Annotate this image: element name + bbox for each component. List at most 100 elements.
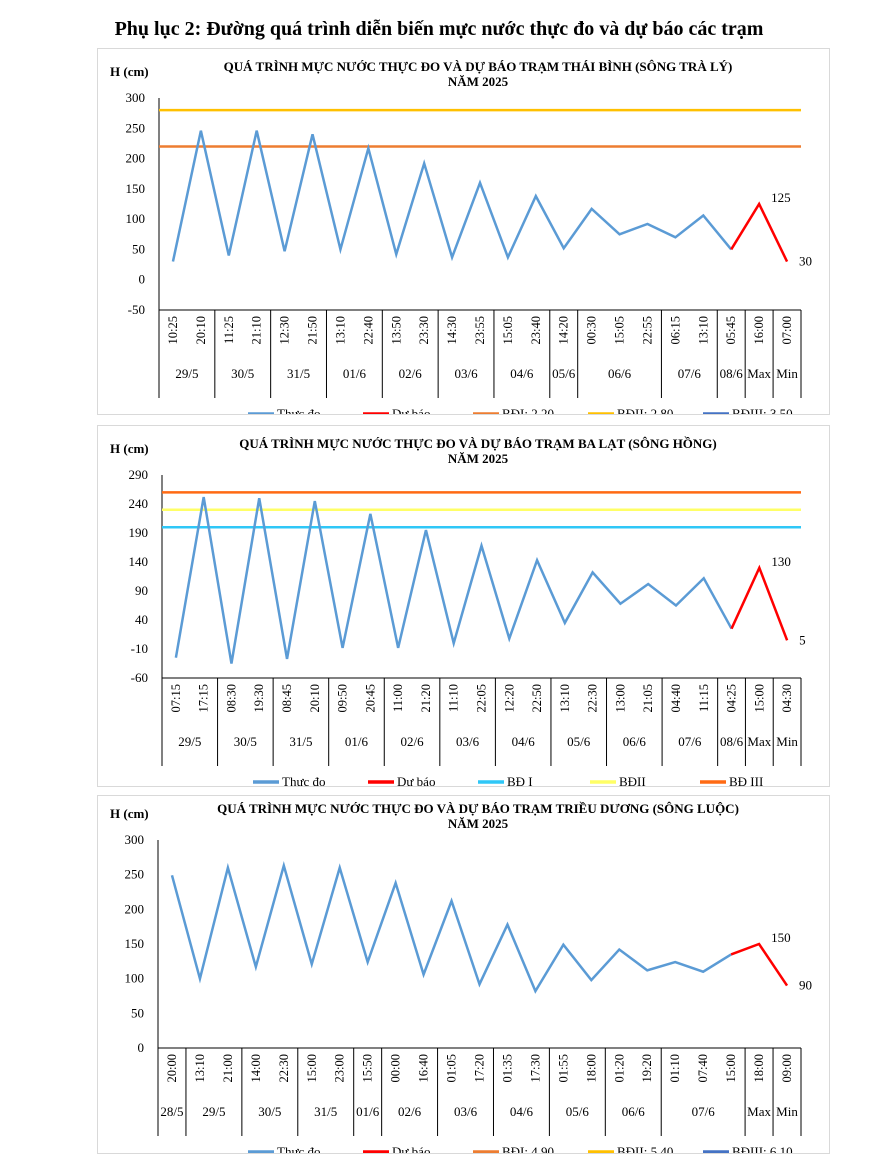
chart-svg: QUÁ TRÌNH MỰC NƯỚC THỰC ĐO VÀ DỰ BÁO TRẠ… [110, 436, 821, 798]
chart-svg: QUÁ TRÌNH MỰC NƯỚC THỰC ĐO VÀ DỰ BÁO TRẠ… [110, 801, 821, 1167]
x-tick-label: 22:40 [361, 316, 375, 344]
x-tick-label: 22:30 [277, 1054, 291, 1082]
legend-label: BĐII: 2.80 [617, 406, 673, 414]
y-tick-label: 140 [129, 554, 149, 569]
date-group-label: 31/5 [314, 1104, 337, 1119]
y-tick-label: 40 [135, 612, 148, 627]
x-tick-label: 13:10 [558, 684, 572, 712]
series-line-measured [174, 496, 733, 664]
x-tick-label: 21:05 [641, 684, 655, 712]
legend-label: Thực đo [277, 1144, 321, 1153]
data-label-min: 5 [799, 632, 806, 647]
chart-title-year: NĂM 2025 [448, 74, 509, 89]
date-group-label: 07/6 [678, 734, 702, 749]
x-tick-label: 20:00 [165, 1054, 179, 1082]
chart-title-year: NĂM 2025 [448, 451, 509, 466]
date-group-label: 30/5 [258, 1104, 281, 1119]
chart-title: QUÁ TRÌNH MỰC NƯỚC THỰC ĐO VÀ DỰ BÁO TRẠ… [239, 436, 717, 451]
x-tick-label: 21:10 [250, 316, 264, 344]
x-tick-label: 09:00 [780, 1054, 794, 1082]
x-tick-label: 20:10 [194, 316, 208, 344]
date-group-label: 30/5 [234, 734, 257, 749]
chart-svg: QUÁ TRÌNH MỰC NƯỚC THỰC ĐO VÀ DỰ BÁO TRẠ… [110, 59, 821, 430]
x-tick-label: 05:45 [724, 316, 738, 344]
legend-label: BĐ I [507, 774, 533, 786]
y-tick-label: 50 [131, 1005, 144, 1020]
date-group-label: 07/6 [678, 366, 702, 381]
data-label-max: 125 [771, 190, 791, 205]
date-group-label: 03/6 [456, 734, 480, 749]
y-axis-label: H (cm) [110, 806, 149, 821]
x-tick-label: 19:30 [252, 684, 266, 712]
x-tick-label: 01:55 [556, 1054, 570, 1082]
y-tick-label: 0 [139, 272, 146, 287]
y-tick-label: 300 [126, 90, 146, 105]
x-tick-label: 14:00 [249, 1054, 263, 1082]
x-tick-label: 07:15 [169, 684, 183, 712]
x-tick-label: 22:50 [530, 684, 544, 712]
x-tick-label: 15:05 [501, 316, 515, 344]
x-tick-label: 01:05 [445, 1054, 459, 1082]
x-tick-label: 00:00 [389, 1054, 403, 1082]
x-tick-label: 12:30 [278, 316, 292, 344]
series-line-measured [170, 861, 732, 994]
date-group-label: 03/6 [454, 366, 478, 381]
date-group-label: Max [747, 366, 771, 381]
legend-label: Thực đo [282, 774, 326, 786]
date-group-label: Min [776, 366, 798, 381]
date-group-label: 06/6 [608, 366, 632, 381]
x-tick-label: 14:20 [557, 316, 571, 344]
y-axis-label: H (cm) [110, 441, 149, 456]
x-tick-label: 13:00 [613, 684, 627, 712]
x-tick-label: 20:45 [363, 684, 377, 712]
legend-label: BĐ III [729, 774, 763, 786]
x-tick-label: 01:35 [500, 1054, 514, 1082]
date-group-label: 01/6 [356, 1104, 380, 1119]
x-tick-label: 21:20 [419, 684, 433, 712]
date-group-label: 31/5 [289, 734, 312, 749]
date-group-label: Max [747, 1104, 771, 1119]
chart-thai-binh: QUÁ TRÌNH MỰC NƯỚC THỰC ĐO VÀ DỰ BÁO TRẠ… [97, 48, 830, 430]
y-tick-label: 190 [129, 525, 149, 540]
x-tick-label: 08:30 [224, 684, 238, 712]
date-group-label: 02/6 [400, 734, 424, 749]
x-tick-label: 04:25 [725, 684, 739, 712]
x-tick-label: 11:25 [222, 316, 236, 344]
y-tick-label: 100 [126, 211, 146, 226]
data-label-min: 90 [799, 978, 812, 993]
date-group-label: Min [776, 1104, 798, 1119]
date-group-label: 01/6 [345, 734, 369, 749]
date-group-label: 03/6 [454, 1104, 478, 1119]
legend-label: BĐIII: 6.10 [732, 1144, 793, 1153]
date-group-label: 08/6 [720, 734, 744, 749]
x-tick-label: 14:30 [445, 316, 459, 344]
date-group-label: 30/5 [231, 366, 254, 381]
legend-label: Dự báo [392, 1144, 430, 1153]
x-tick-label: 16:00 [752, 316, 766, 344]
x-tick-label: 13:10 [696, 316, 710, 344]
date-group-label: 04/6 [510, 1104, 534, 1119]
date-group-label: Min [776, 734, 798, 749]
x-tick-label: 13:10 [333, 316, 347, 344]
x-tick-label: 22:30 [586, 684, 600, 712]
y-tick-label: 300 [125, 832, 145, 847]
y-tick-label: 0 [138, 1040, 145, 1055]
chart-title: QUÁ TRÌNH MỰC NƯỚC THỰC ĐO VÀ DỰ BÁO TRẠ… [224, 59, 733, 74]
date-group-label: Max [747, 734, 771, 749]
data-label-max: 130 [771, 554, 791, 569]
x-tick-label: 15:00 [752, 684, 766, 712]
x-tick-label: 23:00 [333, 1054, 347, 1082]
date-group-label: 04/6 [512, 734, 536, 749]
legend-label: Dự báo [392, 406, 430, 414]
x-tick-label: 04:40 [669, 684, 683, 712]
date-group-label: 05/6 [566, 1104, 590, 1119]
data-label-min: 30 [799, 254, 812, 269]
date-group-label: 06/6 [622, 1104, 646, 1119]
date-group-label: 29/5 [202, 1104, 225, 1119]
x-tick-label: 18:00 [752, 1054, 766, 1082]
y-tick-label: 250 [125, 867, 145, 882]
x-tick-label: 18:00 [584, 1054, 598, 1082]
chart-trieu-duong: QUÁ TRÌNH MỰC NƯỚC THỰC ĐO VÀ DỰ BÁO TRẠ… [97, 795, 830, 1167]
y-tick-label: -50 [128, 302, 145, 317]
date-group-label: 31/5 [287, 366, 310, 381]
